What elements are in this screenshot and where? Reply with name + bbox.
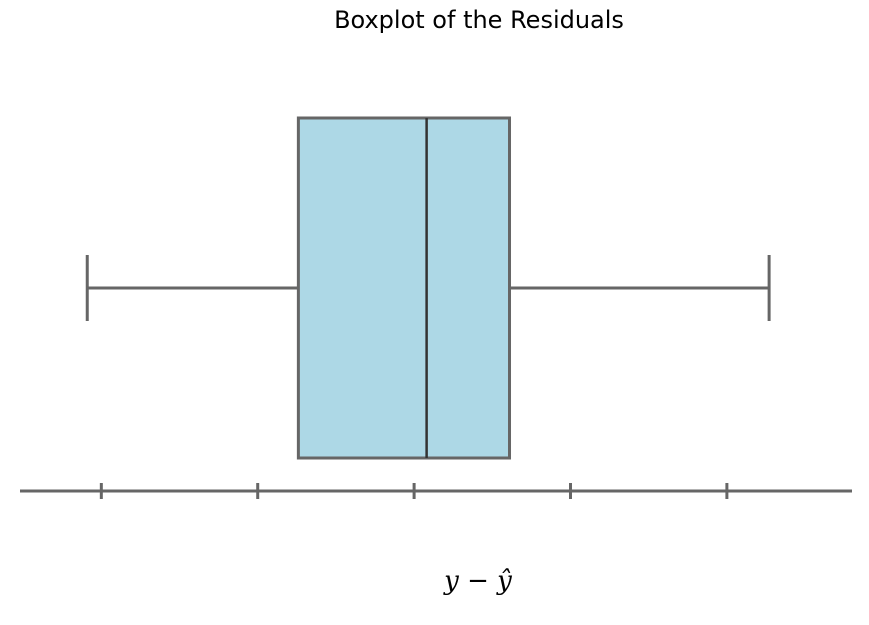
chart-title: Boxplot of the Residuals xyxy=(334,6,624,34)
x-axis-label: y − ŷ xyxy=(443,566,512,596)
box xyxy=(296,116,512,460)
